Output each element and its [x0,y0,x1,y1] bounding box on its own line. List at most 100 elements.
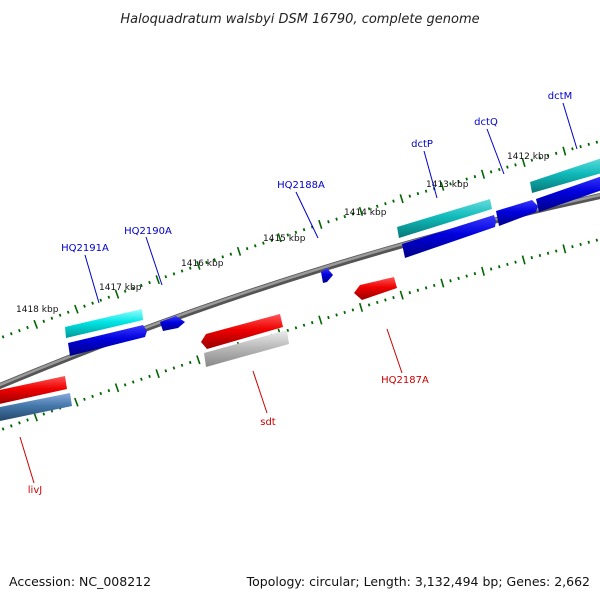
outer-ring-major-tick [358,206,364,216]
scale-label-1413: 1413 kbp [426,180,469,190]
label-sdt[interactable]: sdt [260,417,276,428]
outer-ring-major-tick [318,219,323,229]
gene-livj[interactable] [0,376,67,405]
outer-ring-minor-tick [9,332,13,336]
outer-ring-minor-tick [18,328,21,333]
gene-hq2187a[interactable] [354,277,397,300]
inner-ring-minor-tick [465,274,468,278]
inner-ring-minor-tick [107,389,111,393]
outer-ring-minor-tick [66,310,70,314]
outer-ring-minor-tick [595,140,599,144]
inner-ring-minor-tick [489,267,493,271]
accession-text: Accession: NC_008212 [9,574,151,589]
inner-ring-major-tick [74,397,79,407]
inner-ring-major-tick [399,290,404,300]
outer-ring-minor-tick [205,260,208,265]
inner-ring-minor-tick [42,412,46,416]
inner-ring-minor-tick [123,383,127,387]
gene-dctq[interactable] [496,200,538,226]
leader-hq2190a [145,236,163,286]
gene-hq2188a[interactable] [321,268,333,283]
inner-ring-major-tick [562,244,567,254]
outer-ring-minor-tick [123,289,127,293]
label-hq2190a[interactable]: HQ2190A [124,226,172,237]
outer-ring-minor-tick [26,325,29,330]
outer-ring-minor-tick [302,228,306,232]
scale-label-1416: 1416 kbp [181,259,224,269]
inner-ring-minor-tick [554,249,558,253]
gene-dctp[interactable] [402,215,496,258]
outer-ring-minor-tick [286,233,290,237]
inner-ring-minor-tick [514,260,517,264]
inner-ring-major-tick [196,355,201,365]
inner-ring-minor-tick [83,397,86,401]
inner-ring-minor-tick [9,424,13,428]
outer-ring-minor-tick [367,207,371,211]
inner-ring-minor-tick [473,272,477,276]
outer-ring-minor-tick [530,158,534,162]
label-hq2191a[interactable]: HQ2191A [61,243,109,254]
gene-hq2191a[interactable] [68,325,147,356]
outer-ring-minor-tick [587,142,590,146]
inner-ring-major-tick [358,302,364,312]
inner-ring-minor-tick [416,288,420,292]
inner-ring-minor-tick [449,279,452,283]
outer-ring-major-tick [562,146,567,156]
outer-ring-minor-tick [343,214,347,219]
inner-ring-minor-tick [91,394,94,399]
label-hq2188a[interactable]: HQ2188A [277,180,325,191]
label-dctp[interactable]: dctP [411,139,433,150]
inner-ring-minor-tick [546,251,550,255]
outer-ring-major-tick [521,157,526,168]
label-hq2187a[interactable]: HQ2187A [381,375,429,386]
scale-tick-labels: 1418 kbp 1417 kbp 1416 kbp 1415 kbp 1414… [16,152,550,315]
label-livj[interactable]: livJ [28,485,42,496]
leader-dctq [486,128,505,175]
inner-ring-minor-tick [148,374,151,378]
genome-summary-text: Topology: circular; Length: 3,132,494 bp… [246,574,590,589]
inner-ring-minor-tick [384,298,387,302]
cog-block-hq2191a[interactable] [65,309,143,338]
genome-backbone [0,193,600,390]
inner-ring-minor-tick [26,418,29,422]
inner-ring-minor-tick [457,276,460,280]
leader-dctp [423,150,438,199]
inner-ring-minor-tick [595,238,599,242]
inner-ring-minor-tick [571,245,574,249]
outer-ring-minor-tick [335,217,338,221]
cds-track-forward [68,175,600,356]
leader-hq2191a [84,254,100,304]
inner-ring-major-tick [440,278,445,288]
outer-ring-major-tick [236,246,242,256]
outer-ring-minor-tick [506,165,509,169]
cds-track-reverse [0,277,397,405]
gene-hq2190a[interactable] [160,316,185,331]
gene-dctm[interactable] [536,175,600,212]
outer-ring-minor-tick [172,272,176,276]
inner-ring-major-tick [155,369,160,379]
outer-ring-minor-tick [188,266,192,270]
scale-label-1417: 1417 kbp [99,283,142,293]
cog-block-dctp[interactable] [397,199,492,238]
cog-block-dctm[interactable] [530,157,600,193]
inner-ring-minor-tick [376,300,379,305]
outer-ring-minor-tick [164,275,168,279]
cog-track-forward [65,157,600,338]
inner-ring-minor-tick [302,323,306,327]
label-dctm[interactable]: dctM [548,91,572,102]
inner-ring-minor-tick [579,242,582,247]
inner-ring-minor-tick [294,326,298,330]
gene-sdt[interactable] [201,314,283,349]
label-dctq[interactable]: dctQ [474,117,498,128]
inner-ring-minor-tick [172,366,176,370]
outer-ring-minor-tick [131,286,135,290]
inner-ring-minor-tick [140,377,143,381]
leader-hq2187a [386,328,403,374]
outer-ring-minor-tick [449,182,452,186]
cog-block-livj[interactable] [0,393,72,422]
inner-ring-minor-tick [310,321,314,325]
inner-ring-minor-tick [18,421,21,425]
label-leader-lines [19,102,578,484]
outer-ring-minor-tick [473,175,477,179]
cog-block-sdt[interactable] [204,330,289,367]
